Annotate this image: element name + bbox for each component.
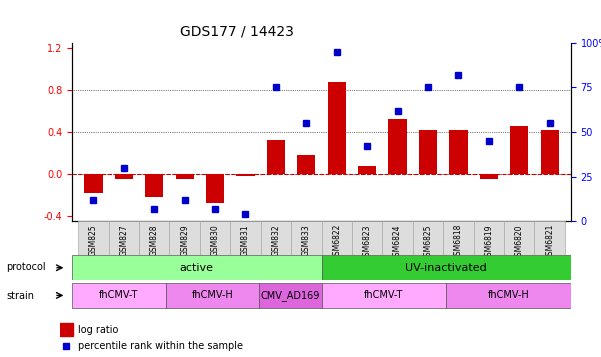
FancyBboxPatch shape xyxy=(200,221,230,255)
Bar xyxy=(267,141,285,174)
Bar xyxy=(480,174,498,179)
Text: GSM6823: GSM6823 xyxy=(362,224,371,261)
FancyBboxPatch shape xyxy=(413,221,443,255)
Bar xyxy=(297,155,316,174)
Text: fhCMV-H: fhCMV-H xyxy=(192,290,233,301)
Text: strain: strain xyxy=(6,291,34,301)
Text: fhCMV-T: fhCMV-T xyxy=(99,290,139,301)
FancyBboxPatch shape xyxy=(291,221,322,255)
Bar xyxy=(145,174,163,197)
Text: GSM832: GSM832 xyxy=(272,224,281,256)
Text: fhCMV-T: fhCMV-T xyxy=(364,290,404,301)
Text: GSM827: GSM827 xyxy=(120,224,129,256)
Bar xyxy=(388,120,407,174)
Text: GSM833: GSM833 xyxy=(302,224,311,256)
FancyBboxPatch shape xyxy=(504,221,534,255)
Bar xyxy=(540,130,559,174)
FancyBboxPatch shape xyxy=(259,283,322,308)
FancyBboxPatch shape xyxy=(139,221,169,255)
Bar xyxy=(236,174,255,176)
Bar xyxy=(60,323,73,336)
Text: UV-inactivated: UV-inactivated xyxy=(405,263,487,273)
Bar xyxy=(206,174,224,203)
FancyBboxPatch shape xyxy=(352,221,382,255)
FancyBboxPatch shape xyxy=(443,221,474,255)
Text: GSM6818: GSM6818 xyxy=(454,224,463,260)
FancyBboxPatch shape xyxy=(382,221,413,255)
Text: GSM825: GSM825 xyxy=(89,224,98,256)
FancyBboxPatch shape xyxy=(322,283,446,308)
Text: protocol: protocol xyxy=(6,262,46,272)
FancyBboxPatch shape xyxy=(474,221,504,255)
Text: active: active xyxy=(180,263,214,273)
Text: GSM6825: GSM6825 xyxy=(424,224,433,261)
Text: GSM831: GSM831 xyxy=(241,224,250,256)
Text: GSM828: GSM828 xyxy=(150,224,159,256)
Text: GSM6819: GSM6819 xyxy=(484,224,493,261)
FancyBboxPatch shape xyxy=(109,221,139,255)
Text: GDS177 / 14423: GDS177 / 14423 xyxy=(180,25,294,39)
FancyBboxPatch shape xyxy=(72,283,166,308)
Text: GSM830: GSM830 xyxy=(210,224,219,256)
FancyBboxPatch shape xyxy=(166,283,259,308)
FancyBboxPatch shape xyxy=(261,221,291,255)
FancyBboxPatch shape xyxy=(78,221,109,255)
Text: percentile rank within the sample: percentile rank within the sample xyxy=(78,341,243,351)
FancyBboxPatch shape xyxy=(322,221,352,255)
FancyBboxPatch shape xyxy=(446,283,571,308)
FancyBboxPatch shape xyxy=(534,221,565,255)
Text: GSM6822: GSM6822 xyxy=(332,224,341,260)
Bar xyxy=(419,130,437,174)
Text: log ratio: log ratio xyxy=(78,325,118,335)
Text: GSM6821: GSM6821 xyxy=(545,224,554,260)
Text: GSM829: GSM829 xyxy=(180,224,189,256)
Bar xyxy=(328,82,346,174)
Bar xyxy=(450,130,468,174)
Text: fhCMV-H: fhCMV-H xyxy=(488,290,529,301)
Bar xyxy=(115,174,133,179)
FancyBboxPatch shape xyxy=(169,221,200,255)
Text: GSM6824: GSM6824 xyxy=(393,224,402,261)
Text: GSM6820: GSM6820 xyxy=(514,224,523,261)
Bar xyxy=(358,166,376,174)
FancyBboxPatch shape xyxy=(72,255,322,280)
Bar xyxy=(175,174,194,179)
Bar xyxy=(84,174,103,193)
Text: CMV_AD169: CMV_AD169 xyxy=(261,290,320,301)
Bar xyxy=(510,126,528,174)
FancyBboxPatch shape xyxy=(230,221,261,255)
FancyBboxPatch shape xyxy=(322,255,571,280)
